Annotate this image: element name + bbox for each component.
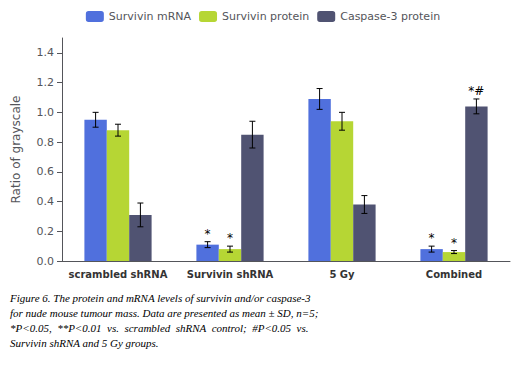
svg-text:*#: *# bbox=[468, 84, 484, 98]
svg-text:*: * bbox=[429, 231, 435, 245]
svg-text:0.0: 0.0 bbox=[37, 255, 55, 268]
svg-text:0.8: 0.8 bbox=[37, 136, 55, 149]
svg-text:1.2: 1.2 bbox=[37, 76, 55, 89]
svg-text:0.2: 0.2 bbox=[37, 225, 55, 238]
svg-text:0.4: 0.4 bbox=[37, 195, 55, 208]
svg-text:*P<0.05, **P<0.01 vs. scram: *P<0.05, **P<0.01 vs. scrambled shRNA co… bbox=[10, 322, 308, 334]
svg-text:Figure 6. The protein and mRNA: Figure 6. The protein and mRNA levels of… bbox=[9, 292, 311, 304]
svg-text:*: * bbox=[205, 227, 211, 241]
svg-text:Survivin shRNA and 5 Gy groups: Survivin shRNA and 5 Gy groups. bbox=[10, 337, 159, 349]
svg-text:scrambled shRNA: scrambled shRNA bbox=[69, 269, 168, 280]
svg-text:5 Gy: 5 Gy bbox=[329, 269, 355, 280]
svg-text:Combined: Combined bbox=[426, 269, 482, 280]
svg-text:1.0: 1.0 bbox=[37, 106, 55, 119]
svg-text:Survivin protein: Survivin protein bbox=[222, 10, 309, 23]
svg-text:for nude mouse tumour mass. Da: for nude mouse tumour mass. Data are pre… bbox=[10, 307, 318, 319]
svg-text:*: * bbox=[227, 231, 233, 245]
svg-text:Survivin shRNA: Survivin shRNA bbox=[187, 269, 274, 280]
svg-text:Ratio of grayscale: Ratio of grayscale bbox=[9, 96, 23, 204]
svg-text:Survivin mRNA: Survivin mRNA bbox=[109, 10, 192, 23]
svg-text:0.6: 0.6 bbox=[37, 165, 55, 178]
svg-text:Caspase-3 protein: Caspase-3 protein bbox=[340, 10, 440, 23]
svg-text:*: * bbox=[451, 236, 457, 250]
svg-text:1.4: 1.4 bbox=[37, 46, 55, 59]
